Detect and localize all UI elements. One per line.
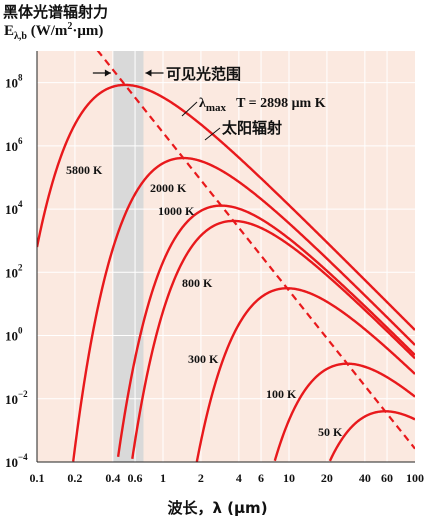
series-line-50k: [328, 410, 415, 462]
y-tick-base: 10: [5, 76, 18, 91]
y-axis-label-unit-b: ·μm): [72, 23, 104, 39]
y-tick-exponent: 8: [18, 73, 23, 83]
y-tick-exponent: 6: [18, 136, 23, 146]
series-label-1000k: 1000 K: [158, 204, 195, 218]
y-tick-base: 10: [5, 329, 18, 344]
y-tick-base: 10: [5, 455, 18, 470]
x-tick-label: 60: [381, 471, 393, 485]
y-tick-exponent: 4: [18, 199, 23, 209]
series-label-800k: 800 K: [182, 276, 213, 290]
x-tick-label: 4: [236, 471, 242, 485]
x-tick-label: 0.6: [128, 471, 143, 485]
solar-pointer: [204, 127, 221, 141]
series-label-300k: 300 K: [188, 352, 219, 366]
y-tick-exponent: 2: [18, 262, 23, 272]
wien-label-sub: max: [206, 102, 227, 114]
x-tick-label: 10: [283, 471, 295, 485]
y-tick-label: 10−2: [5, 389, 28, 407]
wien-label-lambda: λ: [199, 96, 206, 111]
series-line-5800k: [37, 83, 415, 331]
y-axis-label-sub: λ,b: [14, 31, 27, 42]
y-tick-label: 104: [5, 199, 23, 217]
series-label-2000k: 2000 K: [150, 181, 187, 195]
series-line-1000k: [116, 204, 415, 458]
y-tick-label: 106: [5, 136, 23, 154]
x-tick-label: 20: [321, 471, 333, 485]
series-line-800k: [131, 219, 415, 459]
y-tick-exponent: −4: [18, 452, 28, 462]
wien-label: λmax T = 2898 μm K: [199, 96, 326, 114]
series-label-50k: 50 K: [318, 425, 343, 439]
series-line-100k: [273, 362, 415, 462]
plot-background: [37, 51, 415, 462]
y-tick-label: 100: [5, 326, 23, 344]
visible-arrow-left-head: [104, 69, 111, 77]
x-tick-label: 6: [258, 471, 264, 485]
y-tick-exponent: 0: [18, 326, 23, 336]
chart-title: 黑体光谱辐射力: [3, 3, 109, 21]
series-line-2000k: [72, 156, 415, 462]
x-tick-label: 100: [406, 471, 424, 485]
x-tick-label: 0.1: [30, 471, 45, 485]
wien-line: [96, 51, 415, 450]
x-tick-label: 0.4: [105, 471, 120, 485]
wien-label-equation: T = 2898 μm K: [236, 96, 326, 111]
x-tick-label: 2: [198, 471, 204, 485]
y-tick-base: 10: [5, 265, 18, 280]
visible-arrow-right-head: [145, 69, 152, 77]
x-tick-label: 1: [160, 471, 166, 485]
wien-pointer: [181, 101, 198, 117]
series-label-100k: 100 K: [266, 387, 297, 401]
visible-band-label: 可见光范围: [166, 65, 241, 83]
y-axis-label-unit-a: (W/m: [27, 23, 68, 39]
solar-radiation-label: 太阳辐射: [222, 119, 282, 137]
series-label-5800k: 5800 K: [66, 163, 103, 177]
y-tick-base: 10: [5, 139, 18, 154]
x-tick-label: 0.2: [67, 471, 82, 485]
x-tick-label: 40: [359, 471, 371, 485]
y-tick-base: 10: [5, 392, 18, 407]
y-tick-label: 10−4: [5, 452, 28, 470]
y-tick-label: 108: [5, 73, 23, 91]
series-line-300k: [195, 287, 415, 462]
y-axis-label-sup: 2: [67, 21, 73, 32]
x-axis-label: 波长，λ (μm): [167, 499, 268, 517]
y-axis-label: Eλ,b (W/m2·μm): [4, 21, 103, 42]
y-tick-base: 10: [5, 202, 18, 217]
y-tick-exponent: −2: [18, 389, 28, 399]
y-axis-label-main: E: [4, 23, 15, 39]
y-tick-label: 102: [5, 262, 23, 280]
